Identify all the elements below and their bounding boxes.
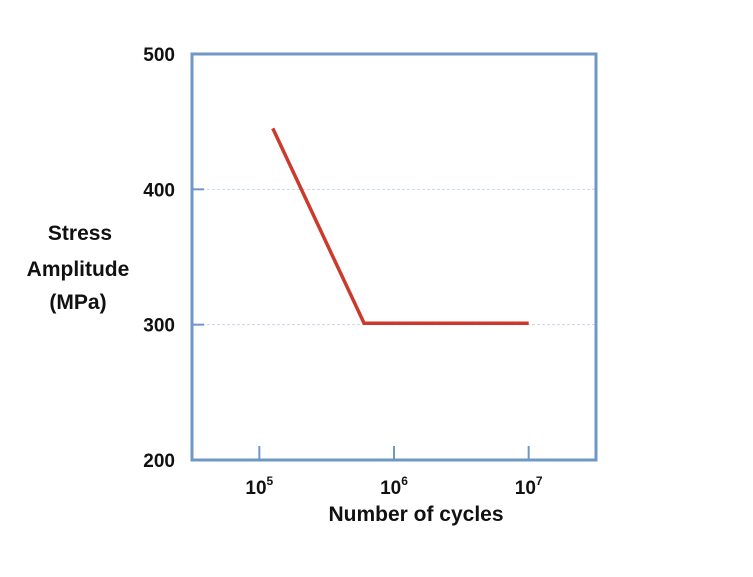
tick-marks [192,53,530,461]
x-axis-label: Number of cycles [328,503,503,526]
y-tick-label-200: 200 [143,451,175,472]
x-tick-label-6: 106 [380,474,408,499]
series-line-0 [271,127,529,326]
x-tick-label-7: 107 [515,474,543,499]
y-axis-label-line-1: Stress [48,222,112,245]
y-axis-label-line-2: Amplitude [27,258,130,281]
grid-lines [192,188,596,326]
x-tick-labels: 105 106 107 [245,474,542,499]
y-tick-label-400: 400 [143,180,175,201]
y-tick-label-500: 500 [143,45,175,66]
y-axis-label-line-3: (MPa) [49,291,106,314]
y-tick-label-300: 300 [143,316,175,337]
plot-frame [190,52,598,462]
y-tick-labels: 200 300 400 500 [143,45,175,472]
x-tick-label-5: 105 [245,474,273,499]
series-group [271,127,529,326]
